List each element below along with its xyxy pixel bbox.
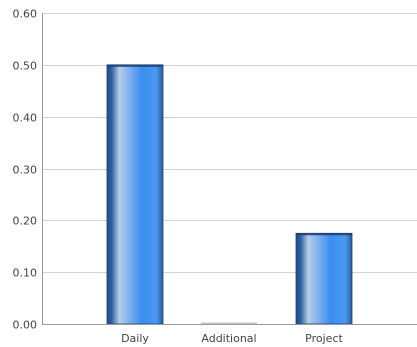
x-tick-label: Additional — [201, 332, 256, 345]
y-tick-label: 0.30 — [13, 164, 38, 177]
bar-daily[interactable] — [106, 64, 164, 325]
bar-top-cap — [107, 64, 163, 67]
grid-layer — [42, 13, 417, 273]
y-tick-label: 0.10 — [13, 267, 38, 280]
bar-layer — [106, 64, 353, 325]
y-tick-label: 0.40 — [13, 112, 38, 125]
y-tick-label: 0.20 — [13, 215, 38, 228]
bar-top-cap — [296, 233, 352, 236]
x-tick-label: Project — [305, 332, 343, 345]
bar-additional[interactable] — [201, 322, 257, 325]
axis-layer — [42, 13, 417, 325]
y-tick-label: 0.00 — [13, 319, 38, 332]
label-layer: 0.00 0.10 0.20 0.30 0.40 0.50 0.60 Daily Additio… — [13, 8, 344, 346]
y-tick-label: 0.60 — [13, 8, 38, 21]
x-tick-label: Daily — [121, 332, 149, 345]
bar-project[interactable] — [295, 232, 353, 325]
y-tick-label: 0.50 — [13, 60, 38, 73]
